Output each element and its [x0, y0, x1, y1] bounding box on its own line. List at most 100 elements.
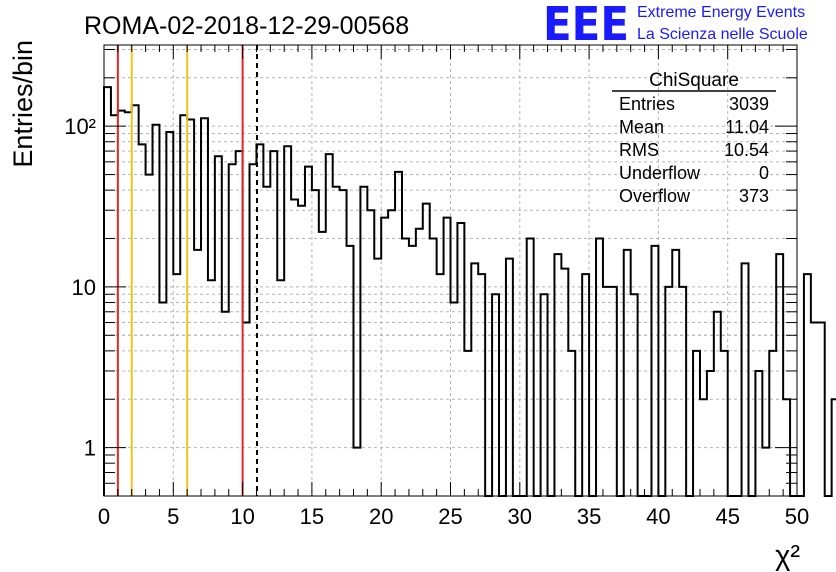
logo-line2: La Scienza nelle Scuole: [637, 26, 808, 43]
histogram-bin: [250, 164, 257, 496]
histogram-bin: [132, 105, 139, 496]
logo-line1: Extreme Energy Events: [637, 4, 805, 21]
histogram-bin: [776, 254, 783, 496]
histogram-bin: [353, 448, 360, 496]
histogram-bin: [554, 254, 561, 496]
histogram-bin: [367, 210, 374, 496]
histogram-bin: [222, 312, 229, 496]
histogram-bin: [153, 125, 160, 496]
stats-label: Mean: [619, 117, 664, 137]
histogram-bin: [596, 239, 603, 496]
histogram-bin: [125, 112, 132, 496]
histogram-bin: [409, 246, 416, 496]
x-tick-label: 20: [369, 504, 393, 529]
stats-value: 3039: [729, 94, 769, 114]
histogram-bin: [284, 146, 291, 496]
histogram-bin: [187, 120, 194, 496]
histogram-bin: [603, 287, 610, 496]
histogram-bin: [464, 351, 471, 496]
y-tick-label: 10²: [64, 114, 96, 139]
y-tick-label: 10: [72, 275, 96, 300]
histogram-bin: [374, 259, 381, 496]
histogram-bin: [139, 144, 146, 496]
histogram-bin: [610, 287, 617, 496]
y-axis-label: Entries/bin: [8, 40, 38, 168]
histogram-bin: [166, 132, 173, 496]
histogram-bin: [340, 190, 347, 496]
x-tick-label: 10: [230, 504, 254, 529]
chart-title: ROMA-02-2018-12-29-00568: [84, 12, 409, 40]
histogram-bin: [360, 187, 367, 496]
x-tick-label: 45: [715, 504, 739, 529]
histogram-bin: [319, 232, 326, 496]
histogram-bin: [804, 274, 811, 496]
histogram-bin: [832, 399, 836, 496]
histogram-bin: [818, 323, 825, 496]
stats-box: ChiSquare Entries 3039 Mean 11.04 RMS 10.54 Un…: [612, 70, 776, 206]
stats-value: 10.54: [724, 140, 769, 160]
histogram-bin: [423, 204, 430, 496]
histogram-bin: [679, 287, 686, 496]
histogram-bin: [665, 287, 672, 496]
histogram-bin: [811, 323, 818, 496]
histogram-bin: [624, 250, 631, 496]
stats-label: RMS: [619, 140, 659, 160]
grid-lines: [104, 45, 797, 496]
histogram-bin: [236, 151, 243, 496]
histogram-bin: [568, 351, 575, 496]
x-axis-label: χ²: [775, 540, 800, 572]
histogram-bin: [762, 448, 769, 496]
histogram-bin: [631, 294, 638, 496]
stats-value: 11.04: [725, 117, 769, 137]
x-tick-label: 30: [508, 504, 532, 529]
histogram-bin: [471, 263, 478, 496]
histogram-bin: [347, 246, 354, 496]
histogram-bin: [742, 263, 749, 496]
stats-value: 373: [739, 186, 769, 206]
histogram-bin: [263, 187, 270, 496]
x-tick-label: 15: [300, 504, 324, 529]
histogram-bin: [402, 239, 409, 496]
histogram-bin: [451, 302, 458, 496]
x-tick-label: 0: [98, 504, 110, 529]
x-tick-label: 35: [577, 504, 601, 529]
histogram-bin: [444, 218, 451, 496]
histogram-bin: [506, 259, 513, 496]
histogram-bin: [118, 111, 125, 496]
histogram-bin: [333, 187, 340, 496]
histogram-bin: [291, 199, 298, 496]
histogram-bin: [388, 210, 395, 496]
histogram-bin: [582, 274, 589, 496]
histogram-bin: [173, 274, 180, 496]
y-tick-label: 1: [84, 436, 96, 461]
histogram-bin: [146, 175, 153, 496]
histogram-bin: [270, 151, 277, 496]
histogram-bin: [769, 351, 776, 496]
histogram-bin: [104, 87, 111, 496]
histogram-bin: [111, 115, 118, 496]
x-tick-label: 5: [167, 504, 179, 529]
tick-labels: 0 5 10 15 20 25 30 35 40 45 50 1 10 10²: [64, 114, 809, 529]
histogram-bin: [381, 218, 388, 496]
histogram-bin: [159, 302, 166, 496]
histogram-bin: [651, 246, 658, 496]
histogram-bin: [326, 154, 333, 496]
histogram-bin: [478, 274, 485, 496]
x-tick-label: 40: [646, 504, 670, 529]
x-tick-label: 50: [785, 504, 809, 529]
histogram-bin: [180, 115, 187, 496]
histogram-bin: [194, 250, 201, 496]
histogram-bin: [243, 323, 250, 496]
stats-rows: Entries 3039 Mean 11.04 RMS 10.54 Underflow 0 Ov…: [619, 94, 769, 206]
histogram-bin: [693, 351, 700, 496]
histogram-bin: [492, 294, 499, 496]
histogram-bin: [527, 239, 534, 496]
histogram-bin: [672, 250, 679, 496]
histogram-bin: [700, 399, 707, 496]
histogram-bin: [208, 280, 215, 496]
histogram-bin: [395, 172, 402, 496]
eee-logo: EEE Extreme Energy Events La Scienza nel…: [543, 0, 808, 51]
histogram-bin: [215, 156, 222, 496]
histogram-bin: [416, 229, 423, 496]
histogram-bin: [277, 280, 284, 496]
